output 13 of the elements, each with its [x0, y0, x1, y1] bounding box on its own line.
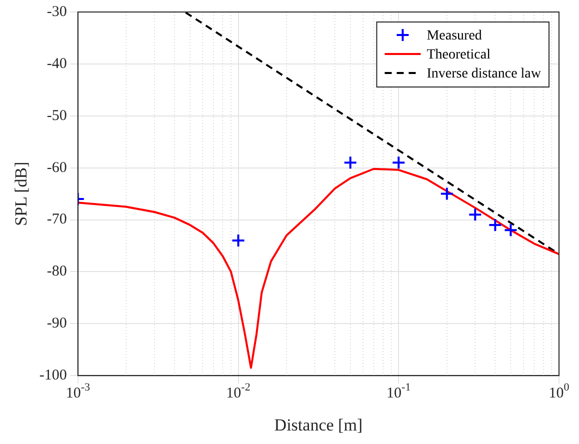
x-axis-title: Distance [m]: [274, 415, 363, 434]
y-tick-label: -70: [46, 212, 67, 228]
y-tick-label: -40: [46, 56, 67, 72]
y-tick-label: -80: [46, 264, 67, 280]
y-tick-label: -30: [46, 4, 67, 20]
y-tick-label: -90: [46, 316, 67, 332]
y-tick-label: -100: [39, 368, 67, 384]
legend-label: Inverse distance law: [426, 66, 542, 82]
legend-label: Theoretical: [426, 48, 491, 63]
y-tick-label: -50: [46, 108, 67, 124]
y-axis-title: SPL [dB]: [12, 162, 31, 226]
legend-label: Measured: [426, 28, 482, 44]
y-tick-label: -60: [46, 160, 67, 176]
